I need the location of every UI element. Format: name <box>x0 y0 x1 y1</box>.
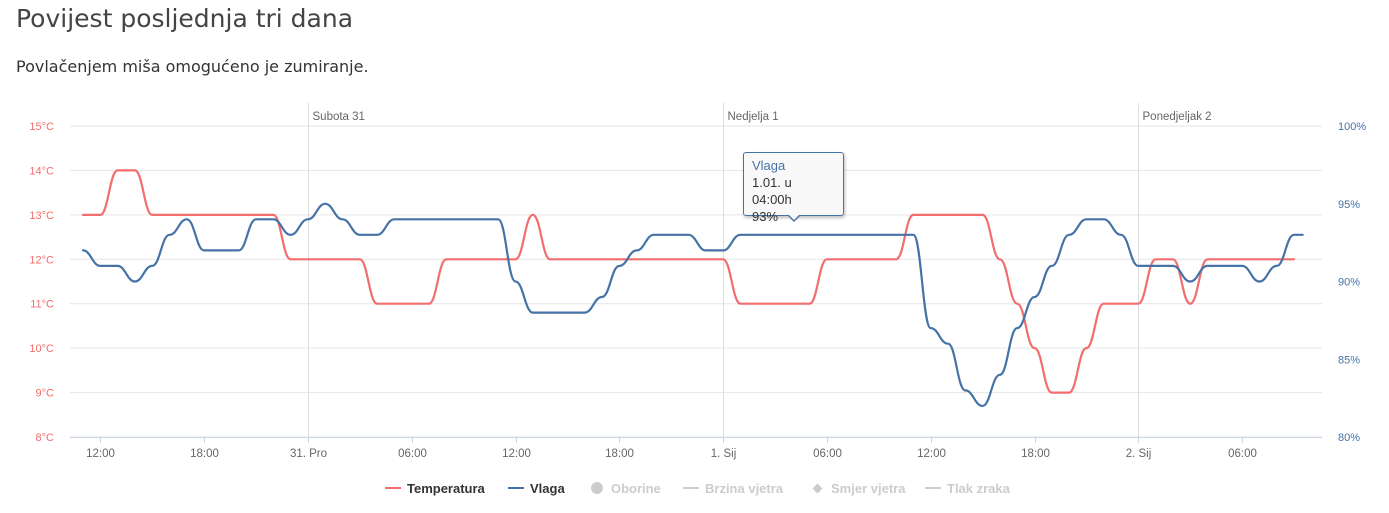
legend-line-icon <box>385 487 401 489</box>
y-right-tick-label: 100% <box>1338 121 1366 133</box>
x-tick-label: 1. Sij <box>711 448 737 460</box>
legend-label: Brzina vjetra <box>705 480 784 496</box>
y-right-tick-label: 90% <box>1338 277 1360 289</box>
humidity-series-line <box>81 202 1304 407</box>
y-left-tick-label: 15°C <box>29 121 54 133</box>
tooltip-time: 1.01. u 04:00h <box>752 175 792 207</box>
day-label: Subota 31 <box>313 111 365 123</box>
page-subtitle: Povlačenjem miša omogućeno je zumiranje. <box>16 57 369 76</box>
x-tick-label: 06:00 <box>813 448 842 460</box>
y-right-tick-label: 85% <box>1338 354 1360 366</box>
x-tick-label: 18:00 <box>605 448 634 460</box>
legend-circle-icon <box>591 482 603 494</box>
legend-line-icon <box>508 487 524 489</box>
series-layer <box>81 169 1304 407</box>
x-tick-label: 12:00 <box>86 448 115 460</box>
grid-layer <box>70 125 1322 438</box>
y-left-tick-label: 10°C <box>29 343 54 355</box>
legend-label: Temperatura <box>407 480 485 496</box>
legend-diamond-icon <box>812 483 823 493</box>
tooltip-arrow-inner <box>788 214 800 220</box>
y-left-tick-label: 14°C <box>29 165 54 177</box>
tooltip-series: Vlaga <box>752 158 786 173</box>
tooltip-value: 93% <box>752 209 779 224</box>
chart-tooltip: Vlaga 1.01. u 04:00h 93% <box>743 152 844 224</box>
page-title: Povijest posljednja tri dana <box>16 4 354 33</box>
legend-label: Vlaga <box>530 480 565 496</box>
day-label: Nedjelja 1 <box>728 111 779 123</box>
x-tick-label: 31. Pro <box>290 448 327 460</box>
y-right-tick-label: 80% <box>1338 432 1360 444</box>
legend-label: Tlak zraka <box>947 480 1010 496</box>
x-tick-label: 12:00 <box>917 448 946 460</box>
legend-line-icon <box>683 487 699 489</box>
x-tick-label: 06:00 <box>398 448 427 460</box>
legend-item-tlak-zraka[interactable]: Tlak zraka <box>925 478 1010 498</box>
legend-item-temperatura[interactable]: Temperatura <box>385 478 485 498</box>
y-left-tick-label: 8°C <box>36 432 55 444</box>
legend-item-vlaga[interactable]: Vlaga <box>508 478 565 498</box>
y-left-tick-label: 13°C <box>29 210 54 222</box>
chart-legend: Temperatura Vlaga Oborine Brzina vjetra Smje… <box>0 478 1389 500</box>
axis-layer: 12:00 18:00 31. Pro 06:00 12:00 18:00 1. Sij 06… <box>29 121 1366 460</box>
temperature-series-line <box>81 169 1296 394</box>
legend-label: Oborine <box>611 480 661 496</box>
x-tick-label: 18:00 <box>190 448 219 460</box>
day-label: Ponedjeljak 2 <box>1143 111 1212 123</box>
y-left-tick-label: 9°C <box>36 388 55 400</box>
x-tick-label: 18:00 <box>1021 448 1050 460</box>
legend-item-smjer-vjetra[interactable]: Smjer vjetra <box>810 478 905 498</box>
x-tick-label: 12:00 <box>502 448 531 460</box>
x-tick-label: 2. Sij <box>1126 448 1152 460</box>
legend-item-brzina-vjetra[interactable]: Brzina vjetra <box>683 478 783 498</box>
x-tick-label: 06:00 <box>1228 448 1257 460</box>
y-left-tick-label: 12°C <box>29 254 54 266</box>
legend-label: Smjer vjetra <box>831 480 906 496</box>
day-band-layer: Subota 31 Nedjelja 1 Ponedjeljak 2 <box>308 103 1212 437</box>
y-left-tick-label: 11°C <box>30 299 54 311</box>
legend-item-oborine[interactable]: Oborine <box>589 478 661 498</box>
y-right-tick-label: 95% <box>1338 199 1360 211</box>
legend-line-icon <box>925 487 941 489</box>
